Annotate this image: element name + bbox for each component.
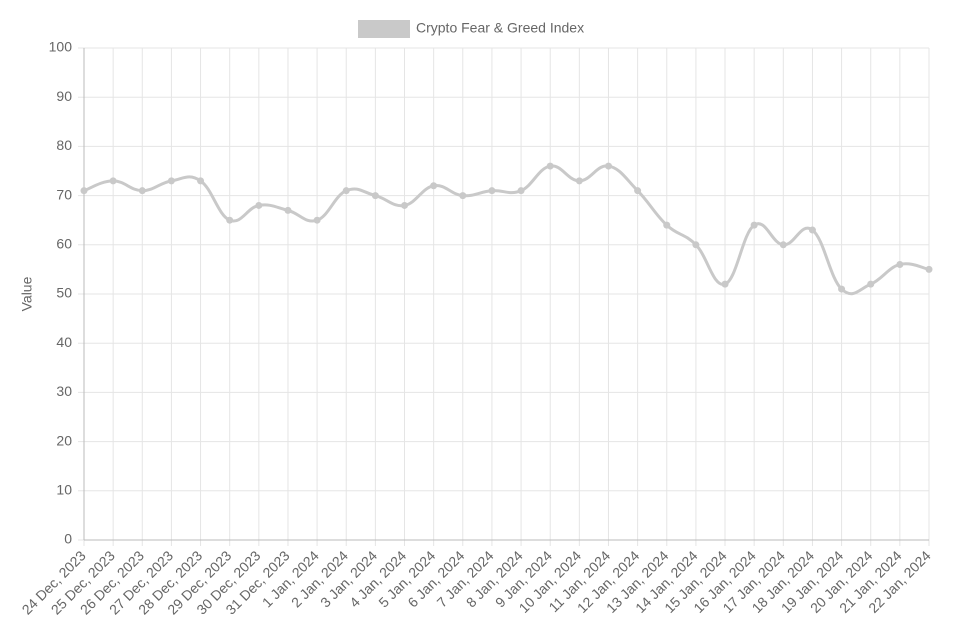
point <box>546 162 554 170</box>
point <box>517 187 525 195</box>
legend-label: Crypto Fear & Greed Index <box>416 20 584 36</box>
point <box>226 216 234 224</box>
point <box>604 162 612 170</box>
legend-swatch <box>358 20 410 38</box>
point <box>342 187 350 195</box>
point <box>634 187 642 195</box>
point <box>808 226 816 234</box>
point <box>459 192 467 200</box>
point <box>896 260 904 268</box>
grid <box>78 47 930 546</box>
point <box>721 280 729 288</box>
point <box>80 187 88 195</box>
y-tick-label: 100 <box>49 39 73 55</box>
point <box>313 216 321 224</box>
y-tick-label: 0 <box>64 531 72 547</box>
point <box>575 177 583 185</box>
y-tick-label: 30 <box>56 383 72 399</box>
point <box>138 187 146 195</box>
y-tick-label: 40 <box>56 334 72 350</box>
point <box>197 177 205 185</box>
point <box>692 241 700 249</box>
point <box>663 221 671 229</box>
y-tick-label: 70 <box>56 186 72 202</box>
series-line <box>83 164 930 296</box>
y-tick-label: 60 <box>56 236 72 252</box>
y-tick-label: 80 <box>56 137 72 153</box>
y-tick-label: 90 <box>56 88 72 104</box>
y-tick-label: 50 <box>56 285 72 301</box>
point <box>167 177 175 185</box>
y-tick-label: 10 <box>56 482 72 498</box>
point <box>255 201 263 209</box>
point <box>284 206 292 214</box>
point <box>109 177 117 185</box>
point <box>925 265 933 273</box>
point <box>488 187 496 195</box>
point <box>750 221 758 229</box>
y-axis-title: Value <box>19 276 35 311</box>
point <box>401 201 409 209</box>
y-tick-label: 20 <box>56 432 72 448</box>
point <box>430 182 438 190</box>
point <box>838 285 846 293</box>
point <box>867 280 875 288</box>
point <box>779 241 787 249</box>
point <box>371 192 379 200</box>
